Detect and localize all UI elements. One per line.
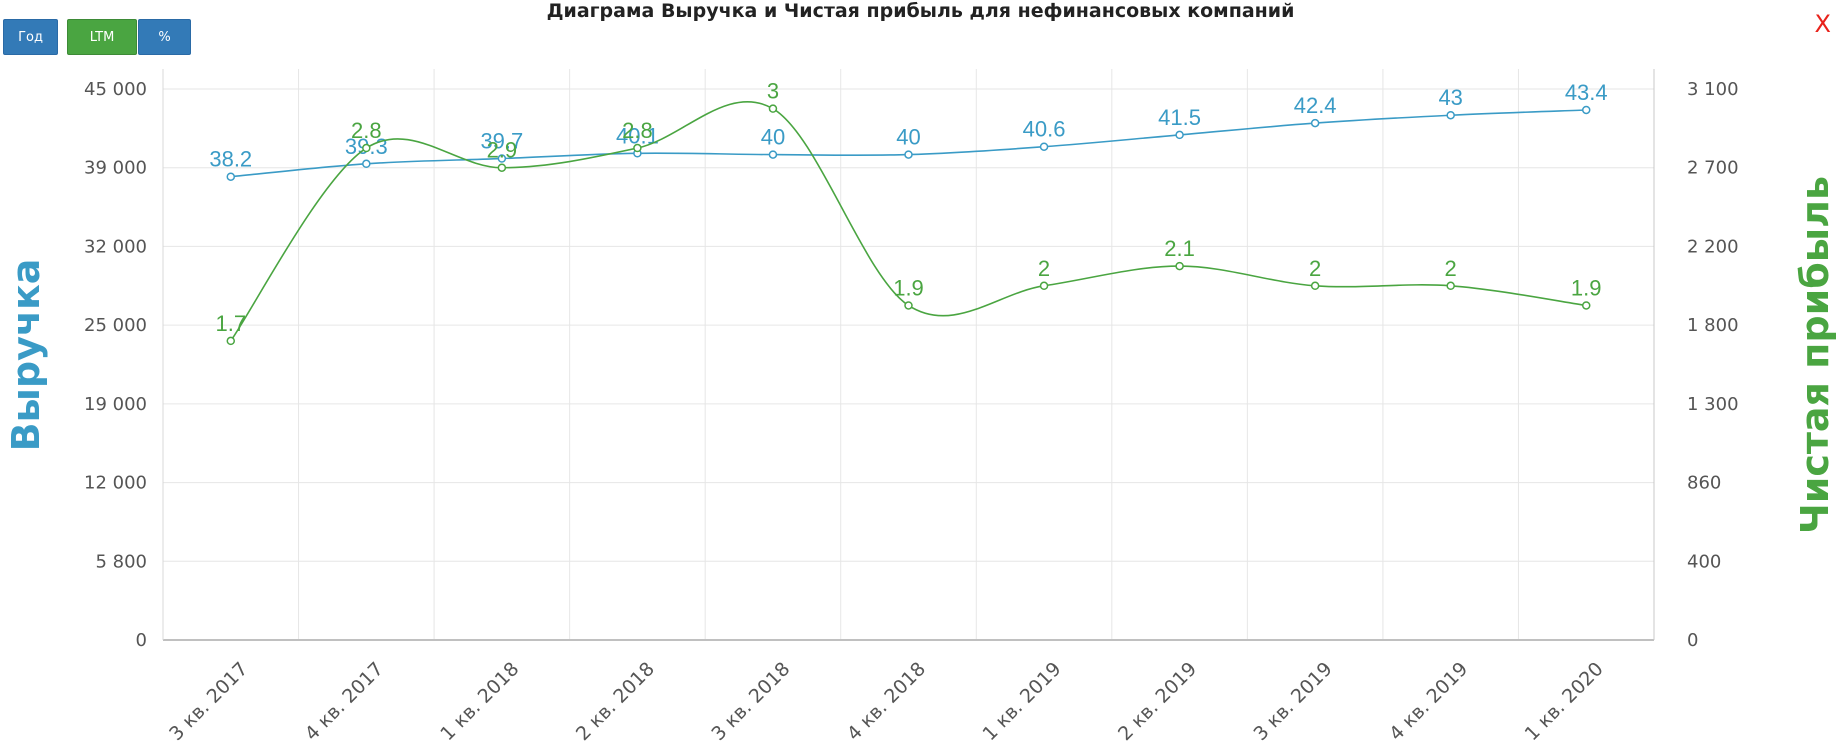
left-tick-label: 32 000 bbox=[84, 236, 147, 257]
profit-data-label: 2 bbox=[1038, 256, 1050, 281]
revenue-data-label: 40 bbox=[896, 125, 920, 150]
left-tick-label: 25 000 bbox=[84, 315, 147, 336]
revenue-data-label: 43.4 bbox=[1565, 80, 1608, 105]
left-tick-label: 19 000 bbox=[84, 394, 147, 415]
right-tick-label: 0 bbox=[1687, 630, 1698, 651]
revenue-point bbox=[362, 159, 371, 169]
year-button[interactable]: Год bbox=[3, 19, 58, 55]
close-icon[interactable]: X bbox=[1814, 10, 1831, 38]
left-tick-label: 5 800 bbox=[95, 551, 147, 572]
left-tick-label: 39 000 bbox=[84, 158, 147, 179]
x-tick-label: 2 кв. 2018 bbox=[572, 658, 659, 745]
revenue-data-label: 40.6 bbox=[1023, 117, 1066, 142]
profit-point bbox=[1310, 281, 1320, 291]
right-tick-label: 400 bbox=[1687, 551, 1721, 572]
x-tick-label: 4 кв. 2019 bbox=[1385, 658, 1472, 745]
profit-data-label: 2.8 bbox=[622, 118, 653, 143]
revenue-point bbox=[497, 154, 507, 163]
profit-series-line bbox=[230, 101, 1587, 342]
profit-data-label: 3 bbox=[767, 79, 779, 104]
x-tick-label: 3 кв. 2018 bbox=[707, 658, 794, 745]
profit-point bbox=[1581, 301, 1591, 310]
right-tick-label: 860 bbox=[1687, 473, 1721, 494]
profit-point bbox=[768, 104, 778, 113]
revenue-point bbox=[768, 150, 778, 159]
left-tick-label: 0 bbox=[136, 630, 147, 651]
revenue-data-label: 42.4 bbox=[1294, 93, 1337, 118]
x-tick-label: 3 кв. 2017 bbox=[165, 658, 252, 745]
x-tick-label: 4 кв. 2018 bbox=[843, 658, 930, 745]
revenue-data-label: 40 bbox=[761, 125, 785, 150]
chart-title: Диаграма Выручка и Чистая прибыль для не… bbox=[546, 0, 1295, 22]
revenue-point bbox=[226, 172, 236, 181]
profit-data-label: 2.1 bbox=[1164, 236, 1195, 261]
revenue-point bbox=[1310, 118, 1320, 128]
x-tick-label: 3 кв. 2019 bbox=[1250, 658, 1337, 745]
left-tick-label: 45 000 bbox=[84, 79, 147, 100]
revenue-point bbox=[1581, 105, 1591, 115]
profit-point bbox=[1039, 281, 1049, 291]
profit-data-label: 1.9 bbox=[893, 275, 924, 300]
profit-data-label: 1.7 bbox=[215, 311, 246, 336]
ltm-button[interactable]: LTM bbox=[67, 19, 137, 55]
right-tick-label: 2 700 bbox=[1687, 158, 1739, 179]
x-tick-label: 1 кв. 2018 bbox=[436, 658, 523, 745]
revenue-data-label: 38.2 bbox=[209, 147, 252, 172]
profit-point bbox=[904, 301, 913, 310]
right-tick-label: 2 200 bbox=[1687, 236, 1739, 257]
revenue-point bbox=[904, 150, 913, 159]
percent-button[interactable]: % bbox=[138, 19, 191, 55]
right-tick-label: 1 300 bbox=[1687, 394, 1739, 415]
profit-point bbox=[1175, 261, 1184, 271]
profit-data-label: 2.8 bbox=[351, 118, 382, 143]
revenue-point bbox=[1175, 130, 1184, 140]
x-tick-label: 1 кв. 2019 bbox=[978, 658, 1065, 745]
revenue-data-label: 41.5 bbox=[1158, 105, 1201, 130]
right-tick-label: 1 800 bbox=[1687, 315, 1739, 336]
profit-data-label: 2 bbox=[1309, 256, 1321, 281]
profit-data-label: 1.9 bbox=[1571, 275, 1602, 300]
revenue-data-label: 39.7 bbox=[480, 129, 523, 154]
revenue-point bbox=[1446, 110, 1455, 120]
x-tick-label: 2 кв. 2019 bbox=[1114, 658, 1201, 745]
profit-point bbox=[226, 336, 236, 346]
right-tick-label: 3 100 bbox=[1687, 79, 1739, 100]
profit-point bbox=[497, 163, 507, 172]
revenue-data-label: 43 bbox=[1438, 85, 1462, 110]
profit-point bbox=[633, 143, 642, 153]
x-tick-label: 4 кв. 2017 bbox=[301, 658, 388, 745]
profit-data-label: 2 bbox=[1445, 256, 1457, 281]
profit-point bbox=[362, 143, 371, 153]
profit-data-label: 2.9 bbox=[487, 138, 518, 163]
profit-point bbox=[1446, 281, 1455, 291]
left-tick-label: 12 000 bbox=[84, 473, 147, 494]
x-tick-label: 1 кв. 2020 bbox=[1521, 658, 1608, 745]
revenue-point bbox=[1039, 142, 1049, 151]
